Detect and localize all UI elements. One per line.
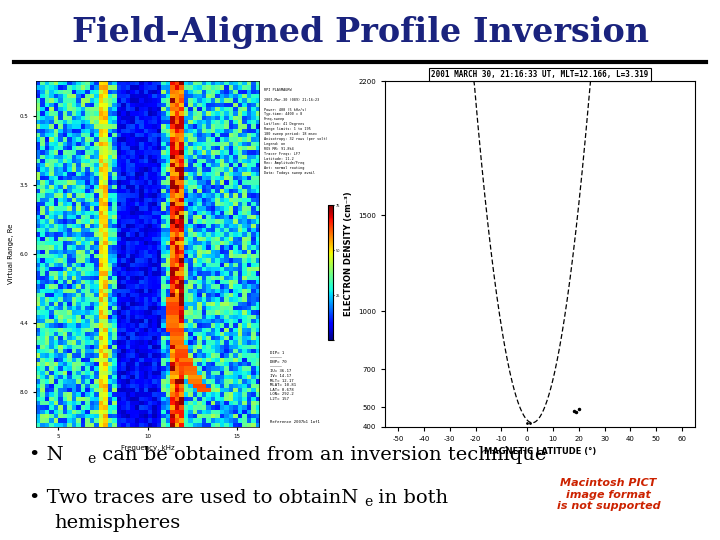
- Text: • Two traces are used to obtainN: • Two traces are used to obtainN: [29, 489, 358, 507]
- X-axis label: MAGNETIC LATITUDE (°): MAGNETIC LATITUDE (°): [484, 447, 596, 456]
- Text: DIP= 1
—————
DNP= 70
—————
IU= 36.17
IV= 14.17
MLT= 12.17
MLAT= 10.81
LAT= 0.678: DIP= 1 ————— DNP= 70 ————— IU= 36.17 IV=…: [270, 351, 296, 401]
- Y-axis label: ELECTRON DENSITY (cm⁻³): ELECTRON DENSITY (cm⁻³): [343, 192, 353, 316]
- Text: Macintosh PICT
image format
is not supported: Macintosh PICT image format is not suppo…: [557, 478, 660, 511]
- Y-axis label: Virtual Range, Re: Virtual Range, Re: [8, 224, 14, 284]
- Text: Field-Aligned Profile Inversion: Field-Aligned Profile Inversion: [71, 16, 649, 49]
- Text: RPI PLASMAGRW

2001-Mar-30 (089) 21:16:23

Power: 400 (5 kHz/s)
Typ.time: 4400 =: RPI PLASMAGRW 2001-Mar-30 (089) 21:16:23…: [264, 88, 328, 175]
- Text: e: e: [364, 495, 372, 509]
- Text: Reference 2007b1 1of1: Reference 2007b1 1of1: [270, 420, 320, 424]
- Text: hemispheres: hemispheres: [54, 514, 180, 532]
- Text: e: e: [87, 452, 95, 466]
- Text: can be obtained from an inversion technique: can be obtained from an inversion techni…: [96, 446, 546, 463]
- Text: in both: in both: [372, 489, 449, 507]
- Text: • N: • N: [29, 446, 63, 463]
- Title: 2001 MARCH 30, 21:16:33 UT, MLT=12.166, L=3.319: 2001 MARCH 30, 21:16:33 UT, MLT=12.166, …: [431, 70, 649, 79]
- X-axis label: Frequency, kHz: Frequency, kHz: [121, 445, 174, 451]
